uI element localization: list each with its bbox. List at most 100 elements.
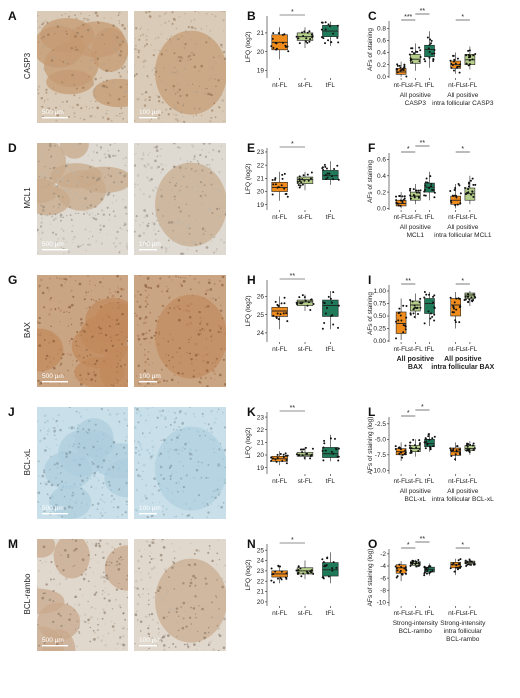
- cell-dot: [119, 171, 122, 175]
- cell-dot: [112, 210, 115, 213]
- cell-dot: [145, 214, 149, 218]
- cell-dot: [106, 542, 109, 545]
- cell-dot: [153, 49, 156, 51]
- cell-dot: [63, 542, 66, 545]
- lfq-nt-FL-point: [274, 300, 277, 303]
- lfq-tFL-point: [335, 566, 338, 569]
- cell-dot: [216, 411, 219, 413]
- cell-dot: [104, 29, 107, 33]
- lfq-st-FL-point: [301, 183, 304, 186]
- cell-dot: [61, 516, 64, 518]
- cell-dot: [137, 49, 140, 52]
- cell-dot: [209, 171, 213, 175]
- afs-nt-FL-point: [397, 446, 400, 449]
- cell-dot: [59, 472, 62, 474]
- cell-dot: [208, 143, 211, 145]
- cell-dot: [200, 114, 203, 116]
- afs-st-FL-point: [413, 315, 416, 318]
- afs-tFL-point: [423, 574, 426, 577]
- cell-dot: [165, 487, 168, 490]
- cell-dot: [160, 474, 163, 476]
- cell-dot: [185, 93, 189, 97]
- lfq-st-FL-point: [306, 571, 309, 574]
- cell-dot: [102, 80, 104, 82]
- cell-dot: [169, 478, 172, 480]
- panel-letter: N: [247, 537, 256, 551]
- cell-dot: [157, 633, 159, 636]
- cell-dot: [81, 329, 85, 332]
- cell-dot: [136, 174, 140, 177]
- cell-dot: [68, 205, 71, 208]
- cell-dot: [191, 454, 193, 456]
- cell-dot: [195, 613, 197, 615]
- cell-dot: [188, 232, 191, 235]
- afs-st-FL-point: [409, 298, 412, 301]
- cell-dot: [104, 511, 107, 514]
- cell-dot: [101, 318, 105, 321]
- cell-dot: [69, 214, 72, 216]
- cell-dot: [190, 19, 193, 22]
- afs-nt-FL-point: [452, 562, 455, 565]
- scale-bar-label: 500 µm: [42, 241, 64, 248]
- lfq-nt-FL-point: [272, 183, 275, 186]
- lfq-nt-FL-point: [276, 186, 279, 189]
- cell-dot: [78, 631, 80, 633]
- cell-dot: [68, 305, 72, 309]
- cell-dot: [124, 439, 127, 442]
- cell-dot: [134, 586, 135, 588]
- cell-dot: [211, 66, 215, 69]
- afs-st-FL-point: [411, 50, 414, 53]
- afs-st-FL-point: [466, 295, 469, 298]
- cell-dot: [118, 582, 120, 584]
- cell-dot: [191, 54, 194, 57]
- cell-dot: [108, 376, 110, 379]
- cell-dot: [168, 466, 172, 470]
- cell-dot: [209, 548, 211, 550]
- cell-dot: [145, 43, 148, 46]
- cell-dot: [148, 99, 151, 102]
- cell-dot: [189, 288, 192, 291]
- cell-dot: [218, 279, 221, 282]
- cell-dot: [121, 626, 123, 628]
- lfq-tFL-point: [324, 312, 327, 315]
- cell-dot: [209, 632, 211, 634]
- cell-dot: [171, 279, 173, 281]
- afs-tFL-point: [430, 182, 433, 185]
- cell-dot: [207, 56, 209, 58]
- cell-dot: [192, 145, 195, 148]
- lfq-tFL-point: [328, 25, 331, 28]
- lfq-significance-label: *: [291, 141, 294, 148]
- cell-dot: [211, 559, 214, 563]
- cell-dot: [223, 30, 225, 32]
- cell-dot: [149, 341, 151, 344]
- cell-dot: [90, 485, 93, 488]
- cell-dot: [106, 69, 109, 72]
- cell-dot: [125, 482, 128, 485]
- cell-dot: [62, 244, 64, 247]
- afs-nt-FL-point: [457, 559, 460, 562]
- cell-dot: [90, 298, 93, 301]
- cell-dot: [146, 75, 149, 78]
- cell-dot: [126, 25, 128, 27]
- cell-dot: [37, 228, 39, 232]
- cell-dot: [81, 502, 83, 504]
- cell-dot: [98, 326, 101, 329]
- cell-dot: [135, 586, 138, 590]
- cell-dot: [54, 110, 57, 112]
- afs-nt-FL-point: [399, 199, 402, 202]
- cell-dot: [105, 79, 108, 82]
- cell-dot: [143, 104, 147, 107]
- cell-dot: [149, 457, 152, 460]
- cell-dot: [200, 202, 203, 205]
- cell-dot: [189, 58, 192, 61]
- afs-significance-label: *: [461, 278, 464, 285]
- cell-dot: [94, 218, 98, 221]
- afs-tFL-point: [433, 435, 436, 438]
- afs-st-FL-point: [466, 561, 469, 564]
- cell-dot: [171, 174, 174, 177]
- cell-dot: [102, 608, 105, 611]
- cell-dot: [180, 284, 184, 287]
- cell-dot: [221, 585, 224, 589]
- scale-bar-label: 500 µm: [42, 109, 64, 116]
- cell-dot: [50, 155, 53, 158]
